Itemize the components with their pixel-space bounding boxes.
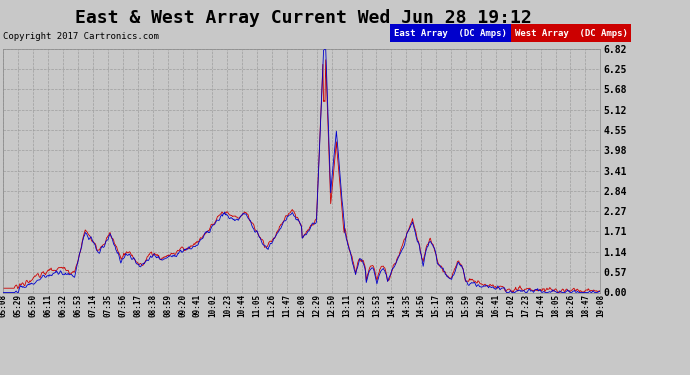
Text: Copyright 2017 Cartronics.com: Copyright 2017 Cartronics.com — [3, 32, 159, 41]
Text: East & West Array Current Wed Jun 28 19:12: East & West Array Current Wed Jun 28 19:… — [75, 9, 532, 27]
Text: West Array  (DC Amps): West Array (DC Amps) — [515, 28, 627, 38]
Text: East Array  (DC Amps): East Array (DC Amps) — [394, 28, 506, 38]
